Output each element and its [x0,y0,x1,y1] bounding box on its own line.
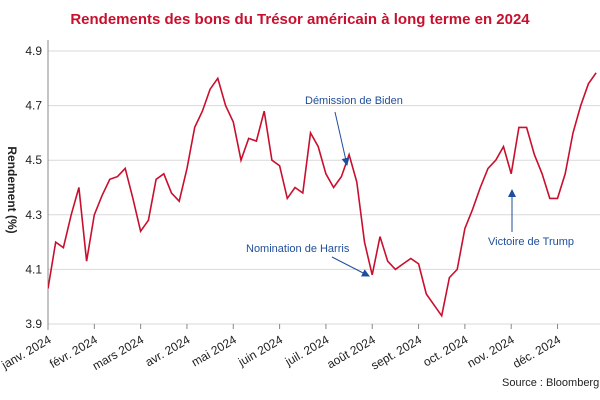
y-axis-label: Rendement (%) [5,146,19,233]
x-tick-label: nov. 2024 [465,332,517,370]
y-tick-label: 3.9 [25,317,42,331]
x-tick-label: janv. 2024 [0,332,54,372]
chart-title: Rendements des bons du Trésor américain … [70,11,530,28]
y-tick-label: 4.1 [25,262,42,276]
y-tick-label: 4.5 [25,153,42,167]
x-tick-label: déc. 2024 [510,332,563,371]
x-tick-label: mai 2024 [189,332,239,369]
y-tick-label: 4.7 [25,99,42,113]
y-tick-label: 4.9 [25,44,42,58]
line [48,72,597,318]
x-tick-label: sept. 2024 [369,332,425,372]
x-tick-label: juin 2024 [235,332,285,369]
annotation: Victoire de Trump [488,236,574,248]
annotation: Démission de Biden [305,95,403,107]
annotation-arrow [334,111,350,166]
x-tick-label: juil. 2024 [282,332,332,369]
x-tick-label: oct. 2024 [421,332,471,369]
annotation: Nomination de Harris [246,243,350,255]
x-tick-label: avr. 2024 [143,332,193,369]
x-tick-label: mars 2024 [90,332,146,373]
y-tick-label: 4.3 [25,208,42,222]
x-tick-label: août 2024 [325,332,379,371]
source: Source : Bloomberg [502,377,599,389]
annotation-arrow [331,256,370,277]
